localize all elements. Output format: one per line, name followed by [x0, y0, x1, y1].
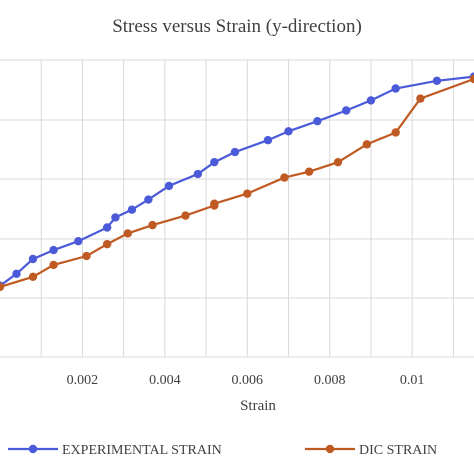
data-point	[362, 140, 372, 149]
data-point	[144, 195, 153, 204]
gridlines	[0, 59, 474, 358]
data-series	[0, 72, 474, 292]
data-point	[313, 116, 322, 126]
x-axis-label: Strain	[240, 398, 276, 414]
data-point	[28, 272, 38, 282]
x-tick-label: 0.002	[67, 373, 99, 388]
data-point	[49, 245, 58, 255]
data-point	[210, 199, 219, 208]
x-tick-label: 0.008	[314, 373, 346, 388]
series-line	[0, 77, 474, 288]
legend-label: EXPERIMENTAL STRAIN	[62, 443, 222, 458]
data-point	[82, 251, 91, 261]
data-point	[123, 229, 132, 238]
legend-item: DIC STRAIN	[305, 443, 437, 458]
data-point	[12, 269, 21, 279]
legend-label: DIC STRAIN	[359, 443, 437, 458]
x-tick-label: 0.004	[149, 373, 181, 388]
data-point	[0, 282, 5, 292]
legend: EXPERIMENTAL STRAIN DIC STRAIN	[8, 443, 437, 458]
data-point	[416, 94, 425, 103]
data-point	[193, 169, 203, 179]
data-point	[243, 189, 252, 198]
data-point	[102, 239, 112, 249]
legend-swatch-marker	[325, 444, 335, 454]
data-point	[148, 220, 157, 230]
data-point	[28, 254, 38, 264]
data-point	[164, 181, 174, 191]
data-point	[181, 211, 190, 220]
x-tick-label: 0.01	[400, 373, 425, 388]
data-point	[102, 223, 112, 232]
data-point	[230, 147, 240, 157]
data-point	[74, 236, 83, 246]
legend-swatch-marker	[28, 444, 38, 454]
data-point	[127, 205, 137, 214]
chart-title: Stress versus Strain (y-direction)	[112, 16, 362, 37]
series-line	[0, 75, 474, 287]
data-point	[391, 128, 400, 137]
data-point	[263, 135, 273, 145]
data-point	[111, 213, 120, 222]
data-point	[49, 260, 58, 270]
data-point	[391, 84, 400, 93]
data-point	[210, 157, 219, 167]
data-point	[280, 173, 289, 182]
data-point	[333, 157, 343, 167]
data-point	[469, 74, 474, 84]
data-point	[432, 76, 442, 85]
legend-item: EXPERIMENTAL STRAIN	[8, 443, 222, 458]
data-point	[304, 167, 314, 176]
data-point	[342, 106, 351, 115]
data-point	[284, 127, 293, 136]
data-point	[366, 96, 376, 105]
x-tick-label: 0.006	[232, 373, 264, 388]
